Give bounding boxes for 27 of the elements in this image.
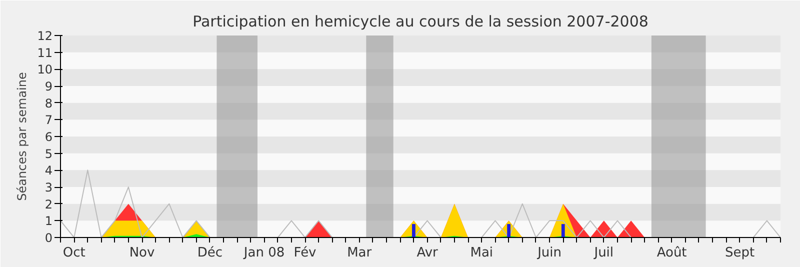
y-tick-label: 6 — [44, 130, 53, 144]
y-tick-label: 10 — [37, 62, 53, 77]
y-axis-title: Séances par semaine — [15, 72, 30, 201]
x-tick-label: Jan 08 — [242, 246, 285, 260]
x-tick-label: Avr — [416, 246, 439, 260]
y-tick-label: 9 — [44, 80, 53, 94]
y-tick-label: 2 — [44, 197, 53, 212]
y-tick-label: 1 — [44, 214, 53, 228]
y-tick-label: 3 — [44, 180, 53, 194]
x-tick-label: Déc — [197, 246, 223, 260]
x-tick-label: Juil — [593, 246, 614, 260]
x-tick-label: Oct — [62, 246, 86, 260]
y-tick-label: 11 — [37, 46, 53, 60]
y-tick-label: 12 — [37, 29, 53, 43]
y-tick-label: 4 — [44, 164, 53, 178]
y-tick-label: 7 — [44, 113, 53, 128]
y-tick-label: 0 — [44, 231, 53, 245]
x-tick-label: Sept — [724, 246, 755, 260]
x-tick-label: Juin — [536, 246, 562, 260]
y-tick-label: 8 — [44, 96, 53, 110]
x-tick-label: Mar — [347, 246, 372, 260]
x-tick-label: Nov — [129, 246, 155, 260]
chart-title: Participation en hemicycle au cours de la session 2007-2008 — [192, 12, 648, 30]
x-tick-label: Mai — [470, 246, 494, 260]
x-tick-label: Août — [656, 246, 687, 260]
x-tick-label: Fév — [294, 246, 317, 260]
y-tick-label: 5 — [44, 146, 53, 161]
